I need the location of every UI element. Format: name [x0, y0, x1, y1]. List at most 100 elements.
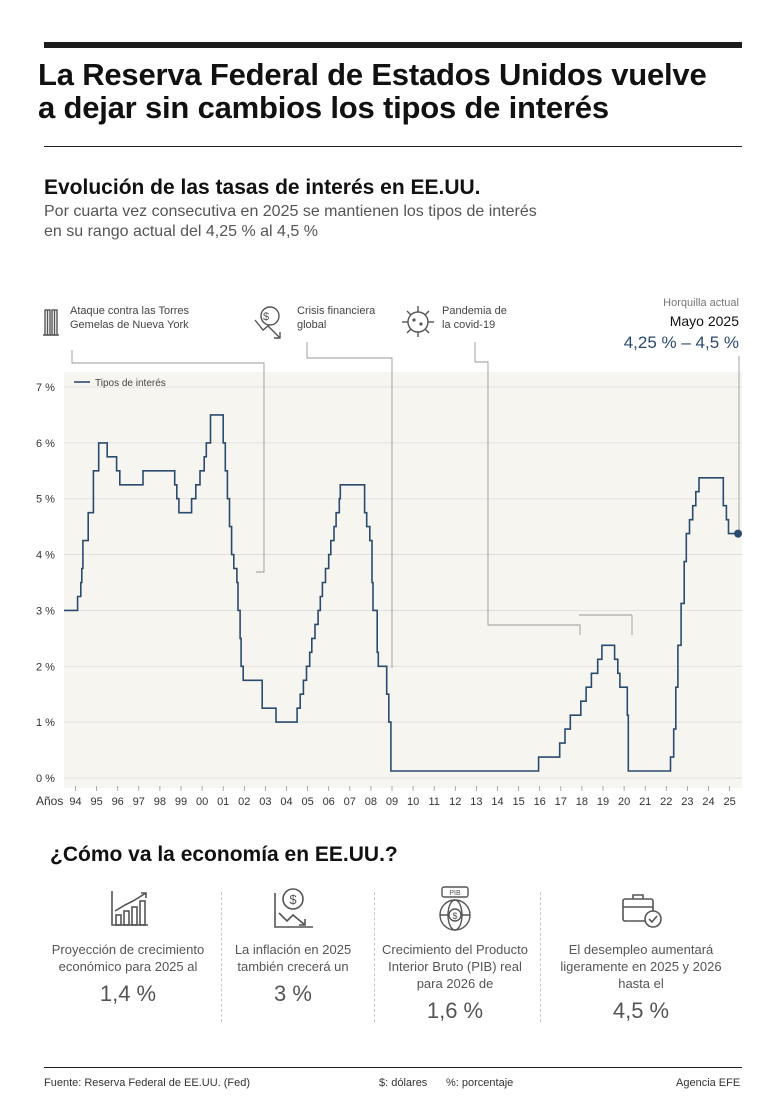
virus-dot [419, 322, 423, 326]
indicator-pib: PIB $ Crecimiento del Producto Interior … [370, 885, 540, 1024]
x-tick-label: 08 [365, 796, 377, 808]
x-tick-label: 24 [702, 796, 714, 808]
y-tick-label: 2 % [36, 661, 55, 673]
x-tick-label: 02 [238, 796, 250, 808]
economy-title: ¿Cómo va la economía en EE.UU.? [50, 843, 398, 866]
footer-legend-percent: %: porcentaje [446, 1077, 514, 1089]
annotation-leader-line [306, 342, 393, 668]
series-line-tipos-de-interes [64, 414, 738, 772]
indicator-unemployment: El desempleo aumentará ligeramente en 20… [556, 885, 726, 1024]
interest-rate-chart: 0 % 1 % 2 % 3 % 4 % 5 % 6 % 7 % 94 95 96 97 98 99 00 0… [36, 297, 743, 808]
indicator-pib-line-2: Interior Bruto (PIB) real [388, 959, 522, 974]
x-tick-label: 06 [323, 796, 335, 808]
indicator-inflation-value: 3 % [274, 981, 312, 1006]
briefcase-icon [622, 894, 662, 928]
annotation-leader-line [474, 342, 581, 635]
annotation-pandemic-line-2: la covid-19 [442, 319, 495, 331]
falling-dollar-icon [254, 306, 281, 339]
x-tick-label: 13 [470, 796, 482, 808]
x-tick-label: 12 [449, 796, 461, 808]
indicator-divider [540, 892, 541, 1022]
headline-line-1: La Reserva Federal de Estados Unidos vue… [38, 57, 707, 92]
y-tick-label: 6 % [36, 438, 55, 450]
y-tick-label: 3 % [36, 605, 55, 617]
indicator-divider [374, 892, 375, 1022]
x-tick-label: 03 [259, 796, 271, 808]
y-tick-label: 4 % [36, 550, 55, 562]
x-tick-label: 16 [534, 796, 546, 808]
inflation-dollar-icon: $ [274, 888, 313, 928]
x-tick-label: 10 [407, 796, 419, 808]
indicator-growth-value: 1,4 % [99, 981, 157, 1006]
x-tick-label: 09 [386, 796, 398, 808]
chart-description: Por cuarta vez consecutiva en 2025 se ma… [44, 202, 644, 242]
indicator-pib-line-3: para 2026 de [416, 976, 494, 991]
annotation-attack-line-2: Gemelas de Nueva York [70, 319, 189, 331]
indicator-inflation-line-2: también crecerá un [237, 959, 349, 974]
plot-background [64, 372, 742, 788]
y-tick-label: 0 % [36, 773, 55, 785]
svg-text:$: $ [289, 892, 297, 907]
x-tick-label: 15 [512, 796, 524, 808]
footer-source: Fuente: Reserva Federal de EE.UU. (Fed) [44, 1077, 251, 1089]
x-tick-label: 19 [597, 796, 609, 808]
indicator-inflation: $ La inflación en 2025 también crecerá u… [208, 885, 378, 1007]
x-tick-label: 07 [344, 796, 356, 808]
indicator-unemployment-line-1: El desempleo aumentará [568, 942, 714, 957]
current-range-value: 4,25 % – 4,5 % [624, 333, 739, 352]
x-tick-label: 05 [301, 796, 313, 808]
annotation-pandemic-line-1: Pandemia de [442, 305, 507, 317]
dollar-symbol: $ [263, 311, 269, 323]
twin-towers-icon [43, 309, 59, 336]
annotation-crisis-line-1: Crisis financiera [297, 305, 376, 317]
current-range-date: Mayo 2025 [670, 313, 739, 329]
x-tick-label: 20 [618, 796, 630, 808]
chart-description-line-1: Por cuarta vez consecutiva en 2025 se ma… [44, 203, 537, 220]
annotation-crisis-line-2: global [297, 319, 326, 331]
footer-agency: Agencia EFE [676, 1077, 741, 1089]
x-tick-label: 96 [112, 796, 124, 808]
indicator-divider [221, 892, 222, 1022]
x-tick-label: 98 [154, 796, 166, 808]
current-rate-endpoint [734, 529, 743, 538]
chart-description-line-2: en su rango actual del 4,25 % al 4,5 % [44, 223, 318, 240]
x-tick-label: 25 [723, 796, 735, 808]
headline-line-2: a dejar sin cambios los tipos de interés [38, 90, 609, 125]
headline-divider [44, 146, 742, 147]
x-tick-label: 95 [90, 796, 102, 808]
indicator-inflation-line-1: La inflación en 2025 [234, 942, 352, 957]
x-tick-label: 01 [217, 796, 229, 808]
x-tick-label: 22 [660, 796, 672, 808]
indicator-unemployment-line-2: ligeramente en 2025 y 2026 [560, 959, 722, 974]
virus-dot [412, 318, 416, 322]
footer-legend-dollar: $: dólares [379, 1077, 428, 1089]
pib-icon-text: PIB [449, 890, 461, 897]
x-tick-label: 18 [576, 796, 588, 808]
indicator-unemployment-line-3: hasta el [618, 976, 664, 991]
indicator-unemployment-value: 4,5 % [612, 998, 670, 1023]
x-tick-label: 23 [681, 796, 693, 808]
indicator-growth-line-1: Proyección de crecimiento [51, 942, 205, 957]
x-tick-label: 97 [133, 796, 145, 808]
pib-globe-icon: PIB $ [439, 886, 471, 931]
x-tick-label: 17 [555, 796, 567, 808]
x-tick-label: 04 [280, 796, 292, 808]
indicator-growth: Proyección de crecimiento económico para… [43, 885, 213, 1007]
footer-divider [44, 1067, 742, 1068]
current-range-caption: Horquilla actual [663, 297, 739, 309]
indicator-growth-line-2: económico para 2025 al [58, 959, 198, 974]
annotation-leader-line [71, 350, 265, 573]
headline: La Reserva Federal de Estados Unidos vue… [38, 58, 738, 124]
y-tick-label: 7 % [36, 382, 55, 394]
y-tick-label: 1 % [36, 717, 55, 729]
x-tick-label: 00 [196, 796, 208, 808]
x-tick-label: 14 [491, 796, 503, 808]
x-tick-label: 94 [69, 796, 81, 808]
annotation-attack-line-1: Ataque contra las Torres [70, 305, 190, 317]
legend-label: Tipos de interés [95, 378, 166, 389]
indicator-pib-line-1: Crecimiento del Producto [382, 942, 528, 957]
x-tick-label: 11 [428, 796, 439, 808]
svg-text:$: $ [452, 911, 457, 921]
y-tick-label: 5 % [36, 494, 55, 506]
growth-chart-icon [111, 891, 148, 926]
